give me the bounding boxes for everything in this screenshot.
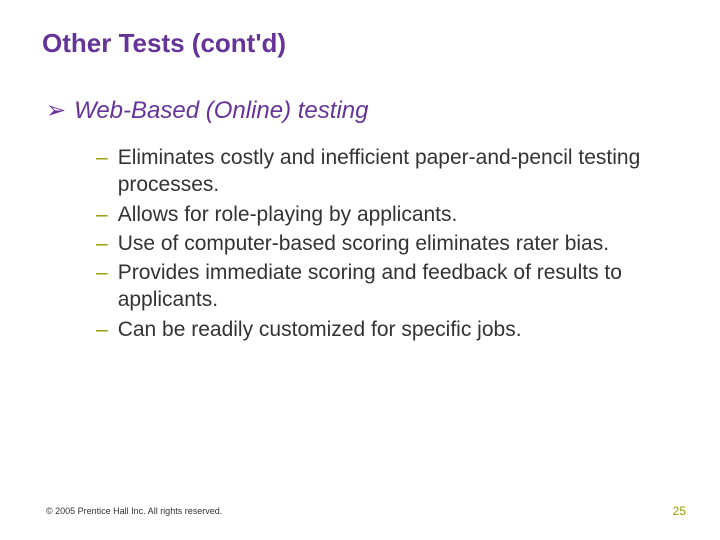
heading-row: ➢ Web-Based (Online) testing	[46, 96, 368, 125]
slide: Other Tests (cont'd) ➢ Web-Based (Online…	[0, 0, 720, 540]
list-item: – Provides immediate scoring and feedbac…	[96, 259, 660, 314]
bullet-text: Allows for role-playing by applicants.	[118, 201, 458, 228]
dash-icon: –	[96, 144, 108, 199]
dash-icon: –	[96, 316, 108, 343]
page-title: Other Tests (cont'd)	[42, 28, 286, 59]
page-number: 25	[673, 504, 686, 518]
bullet-list: – Eliminates costly and inefficient pape…	[96, 144, 660, 345]
dash-icon: –	[96, 201, 108, 228]
dash-icon: –	[96, 230, 108, 257]
heading-text: Web-Based (Online) testing	[74, 97, 368, 125]
bullet-text: Can be readily customized for specific j…	[118, 316, 522, 343]
arrow-bullet-icon: ➢	[46, 96, 66, 125]
dash-icon: –	[96, 259, 108, 314]
copyright-text: © 2005 Prentice Hall Inc. All rights res…	[46, 506, 222, 516]
bullet-text: Eliminates costly and inefficient paper-…	[118, 144, 660, 199]
list-item: – Eliminates costly and inefficient pape…	[96, 144, 660, 199]
bullet-text: Use of computer-based scoring eliminates…	[118, 230, 609, 257]
list-item: – Allows for role-playing by applicants.	[96, 201, 660, 228]
bullet-text: Provides immediate scoring and feedback …	[118, 259, 660, 314]
list-item: – Can be readily customized for specific…	[96, 316, 660, 343]
list-item: – Use of computer-based scoring eliminat…	[96, 230, 660, 257]
